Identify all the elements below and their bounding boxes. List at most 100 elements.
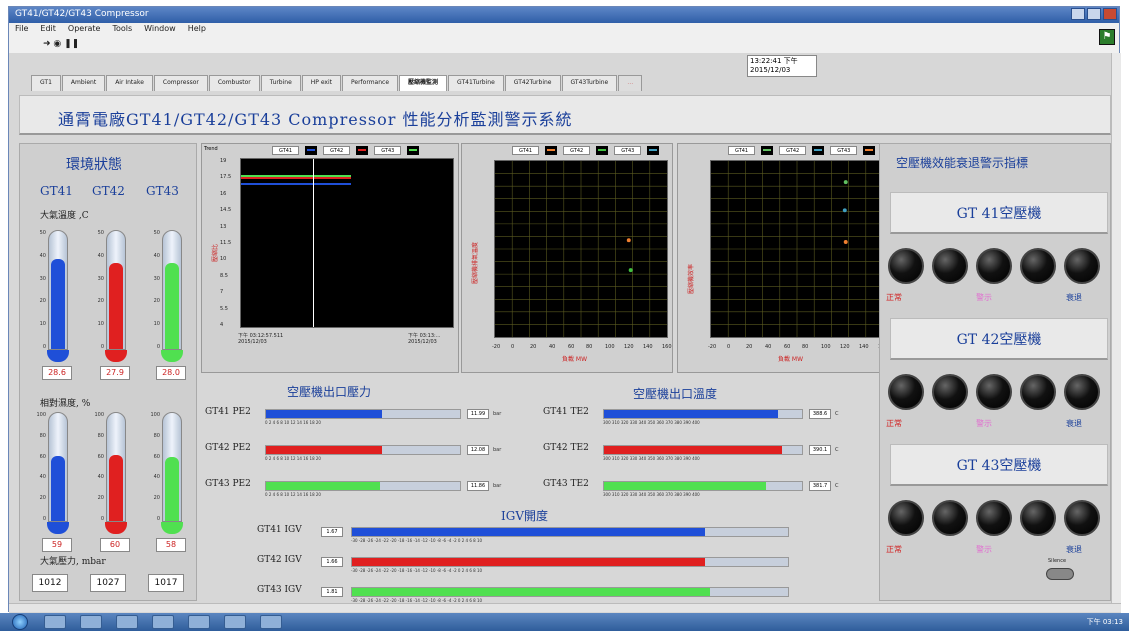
tab-12[interactable]: … xyxy=(618,75,643,91)
legend-gt43-swatch xyxy=(863,146,876,155)
menu-file[interactable]: File xyxy=(15,24,29,33)
temperature-value-2: 381.7 xyxy=(809,481,831,491)
title-box: 通霄電廠GT41/GT42/GT43 Compressor 性能分析監測警示系統 xyxy=(19,95,1111,135)
trend-cursor[interactable] xyxy=(313,159,314,327)
scatter1-xlabel: 負載 MW xyxy=(562,356,588,363)
alarm-label-low-0: 正常 xyxy=(886,293,902,302)
scatter-x-tick: 60 xyxy=(784,344,791,350)
menu-edit[interactable]: Edit xyxy=(40,24,56,33)
alarm-led-2-3 xyxy=(1020,500,1056,536)
trend-y-tick: 11.5 xyxy=(220,240,232,246)
unit-gt41-label: GT41 xyxy=(40,184,73,198)
menu-help[interactable]: Help xyxy=(187,24,206,33)
temperature-bar-0 xyxy=(603,409,803,419)
legend-gt41: GT41 xyxy=(728,146,756,155)
alarm-led-1-4 xyxy=(1064,374,1100,410)
humidity-fill-2 xyxy=(165,457,179,521)
tab-6[interactable]: HP exit xyxy=(301,75,341,91)
trend-line-gt41 xyxy=(241,183,351,185)
scatter-x-tick: 40 xyxy=(765,344,772,350)
igv-bar-0 xyxy=(351,527,789,537)
tab-2[interactable]: Air Intake xyxy=(106,75,153,91)
clock-display: 13:22:41 下午 2015/12/03 xyxy=(747,55,817,77)
trend-legend: GT41 GT42 GT43 xyxy=(272,146,420,155)
maximize-button[interactable] xyxy=(1087,8,1101,20)
trend-plot xyxy=(240,158,454,328)
scatter2-legend: GT41 GT42 GT43 xyxy=(728,146,876,155)
legend-gt43: GT43 xyxy=(830,146,858,155)
scatter-x-tick: -20 xyxy=(708,344,717,350)
scatter2-ylabel: 壓縮機效率 xyxy=(688,263,695,294)
tab-10[interactable]: GT42Turbine xyxy=(504,75,561,91)
tab-1[interactable]: Ambient xyxy=(61,75,106,91)
igv-row-label-2: GT43 IGV xyxy=(257,585,302,595)
trend-line-gt43 xyxy=(241,175,351,177)
menu-operate[interactable]: Operate xyxy=(67,24,101,33)
temp-tube-1 xyxy=(106,230,126,350)
taskbar-item-media[interactable] xyxy=(116,615,138,629)
taskbar-item-labview[interactable] xyxy=(224,615,246,629)
scatter-chart-temp: GT41 GT42 GT43 壓縮機排氣溫度 -20 0 20 40 60 80 100 12… xyxy=(461,143,673,373)
taskbar-item-ie[interactable] xyxy=(44,615,66,629)
minimize-button[interactable] xyxy=(1071,8,1085,20)
gt-unit-title-2: GT 43空壓機 xyxy=(956,458,1042,474)
legend-gt42: GT42 xyxy=(323,146,351,155)
trend-y-tick: 7 xyxy=(220,289,224,295)
temp-tick: 0 xyxy=(42,344,46,350)
tab-5[interactable]: Turbine xyxy=(260,75,301,91)
scatter-point-gt42 xyxy=(842,208,847,213)
temperature-scale-0: 300 310 320 330 340 350 360 370 380 390 … xyxy=(603,420,700,425)
tab-7[interactable]: Performance xyxy=(341,75,399,91)
taskbar-item-app2[interactable] xyxy=(188,615,210,629)
humidity-tick: 80 xyxy=(153,433,160,439)
taskbar-item-app1[interactable] xyxy=(152,615,174,629)
silence-switch[interactable] xyxy=(1046,568,1074,580)
legend-gt42-swatch xyxy=(596,146,609,155)
igv-scale-0: -30 -28 -26 -24 -22 -20 -18 -16 -14 -12 … xyxy=(351,538,483,543)
temp-tick: 40 xyxy=(39,253,46,259)
tab-4[interactable]: Combustor xyxy=(208,75,260,91)
menu-tools[interactable]: Tools xyxy=(112,24,133,33)
humidity-tube-2 xyxy=(162,412,182,522)
scatter-x-tick: 0 xyxy=(727,344,731,350)
taskbar-item-app3[interactable] xyxy=(260,615,282,629)
tab-9[interactable]: GT41Turbine xyxy=(448,75,504,91)
run-icon[interactable]: ➜ ◉ ❚❚ xyxy=(43,39,80,49)
alarm-led-1-1 xyxy=(932,374,968,410)
tab-3[interactable]: Compressor xyxy=(153,75,208,91)
start-button[interactable] xyxy=(12,614,28,630)
tab-0[interactable]: GT1 xyxy=(31,75,61,91)
trend-y-tick: 13 xyxy=(220,224,227,230)
menu-window[interactable]: Window xyxy=(144,24,176,33)
humidity-tube-0 xyxy=(48,412,68,522)
scatter-x-tick: 40 xyxy=(549,344,556,350)
horizontal-scrollbar[interactable] xyxy=(9,603,1121,612)
scatter-x-tick: 20 xyxy=(746,344,753,350)
gt-unit-box-1: GT 42空壓機 xyxy=(890,318,1108,360)
vertical-scrollbar[interactable] xyxy=(1111,53,1121,603)
pressure-scale-2: 0 2 4 6 8 10 12 14 16 18 20 xyxy=(265,492,321,497)
alarm-led-1-3 xyxy=(1020,374,1056,410)
humidity-bulb-0 xyxy=(47,522,69,534)
alarm-label-low-1: 正常 xyxy=(886,419,902,428)
humidity-thermometer-2 xyxy=(161,412,183,534)
alarm-panel-title: 空壓機效能衰退警示指標 xyxy=(896,156,1029,170)
scatter-x-tick: 0 xyxy=(511,344,515,350)
gt-unit-box-0: GT 41空壓機 xyxy=(890,192,1108,234)
tab-11[interactable]: GT43Turbine xyxy=(561,75,618,91)
igv-row-label-0: GT41 IGV xyxy=(257,525,302,535)
temp-ticks-0: 50 40 30 20 10 0 xyxy=(32,230,46,350)
humidity-ticks-0: 100 80 60 40 20 0 xyxy=(32,412,46,522)
scatter-point-gt41 xyxy=(843,180,848,185)
temperature-value-0: 388.6 xyxy=(809,409,831,419)
tab-8[interactable]: 壓縮機監測 xyxy=(399,75,448,91)
alarm-led-1-2 xyxy=(976,374,1012,410)
trend-x-end: 下午 03:13:... 2015/12/03 xyxy=(408,333,441,345)
temperature-unit-0: C xyxy=(835,411,839,417)
close-button[interactable] xyxy=(1103,8,1117,20)
humidity-tick: 0 xyxy=(100,516,104,522)
legend-gt43: GT43 xyxy=(374,146,402,155)
scatter1-legend: GT41 GT42 GT43 xyxy=(512,146,660,155)
taskbar-item-explorer[interactable] xyxy=(80,615,102,629)
app-window: GT41/GT42/GT43 Compressor File Edit Oper… xyxy=(8,6,1121,613)
